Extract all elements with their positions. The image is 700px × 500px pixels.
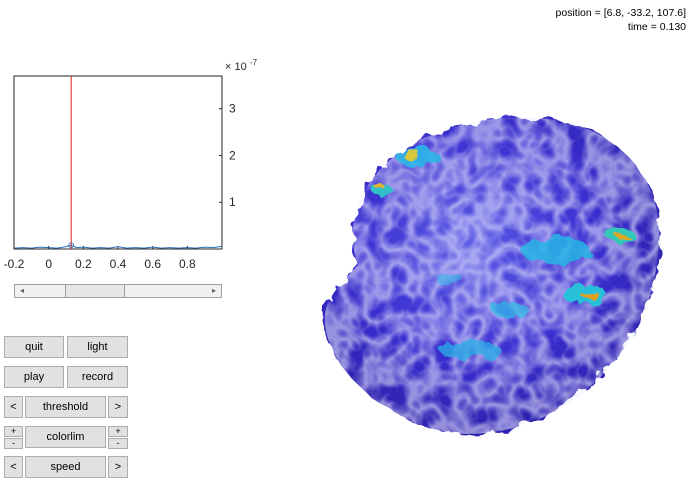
y-exponent-power: -7 xyxy=(250,58,258,67)
colorlim-button[interactable]: colorlim xyxy=(25,426,106,448)
threshold-button[interactable]: threshold xyxy=(25,396,106,418)
x-tick-label: -0.2 xyxy=(4,257,25,271)
x-tick-label: 0.4 xyxy=(110,257,127,271)
activation-overlay xyxy=(372,148,634,360)
record-button[interactable]: record xyxy=(67,366,128,388)
slider-thumb[interactable] xyxy=(65,285,125,297)
y-tick-label: 3 xyxy=(229,102,236,116)
x-tick-label: 0.6 xyxy=(144,257,161,271)
speed-button[interactable]: speed xyxy=(25,456,106,478)
plot-axes-box xyxy=(13,75,223,250)
colorlim-right-decrease-button[interactable]: - xyxy=(108,438,128,449)
x-tick-label: 0.2 xyxy=(75,257,92,271)
y-exponent-label: × 10 xyxy=(225,61,247,73)
brain-surface-view[interactable] xyxy=(300,95,670,455)
colorlim-right-increase-button[interactable]: + xyxy=(108,426,128,437)
play-button[interactable]: play xyxy=(4,366,64,388)
colorlim-left-decrease-button[interactable]: - xyxy=(4,438,23,449)
position-readout-panel: position = [6.8, -33.2, 107.6] time = 0.… xyxy=(556,6,686,34)
slider-right-arrow[interactable]: ▸ xyxy=(211,286,216,295)
threshold-increase-button[interactable]: > xyxy=(108,396,128,418)
timecourse-plot[interactable]: -0.2 0 0.2 0.4 0.6 0.8 1 2 3 × 10 -7 xyxy=(0,55,260,277)
time-slider[interactable]: ◂ ▸ xyxy=(14,284,222,298)
y-tick-label: 1 xyxy=(229,195,236,209)
signal-line xyxy=(13,244,223,249)
brain-sulci-texture xyxy=(324,117,660,434)
y-tick-label: 2 xyxy=(229,148,236,162)
slider-left-arrow[interactable]: ◂ xyxy=(19,286,24,295)
cursor-marker xyxy=(68,242,75,249)
time-readout: time = 0.130 xyxy=(627,21,686,33)
light-button[interactable]: light xyxy=(67,336,128,358)
threshold-decrease-button[interactable]: < xyxy=(4,396,23,418)
position-readout: position = [6.8, -33.2, 107.6] xyxy=(555,7,686,19)
speed-increase-button[interactable]: > xyxy=(108,456,128,478)
x-tick-label: 0.8 xyxy=(179,257,196,271)
colorlim-left-increase-button[interactable]: + xyxy=(4,426,23,437)
quit-button[interactable]: quit xyxy=(4,336,64,358)
x-tick-label: 0 xyxy=(45,257,52,271)
speed-decrease-button[interactable]: < xyxy=(4,456,23,478)
